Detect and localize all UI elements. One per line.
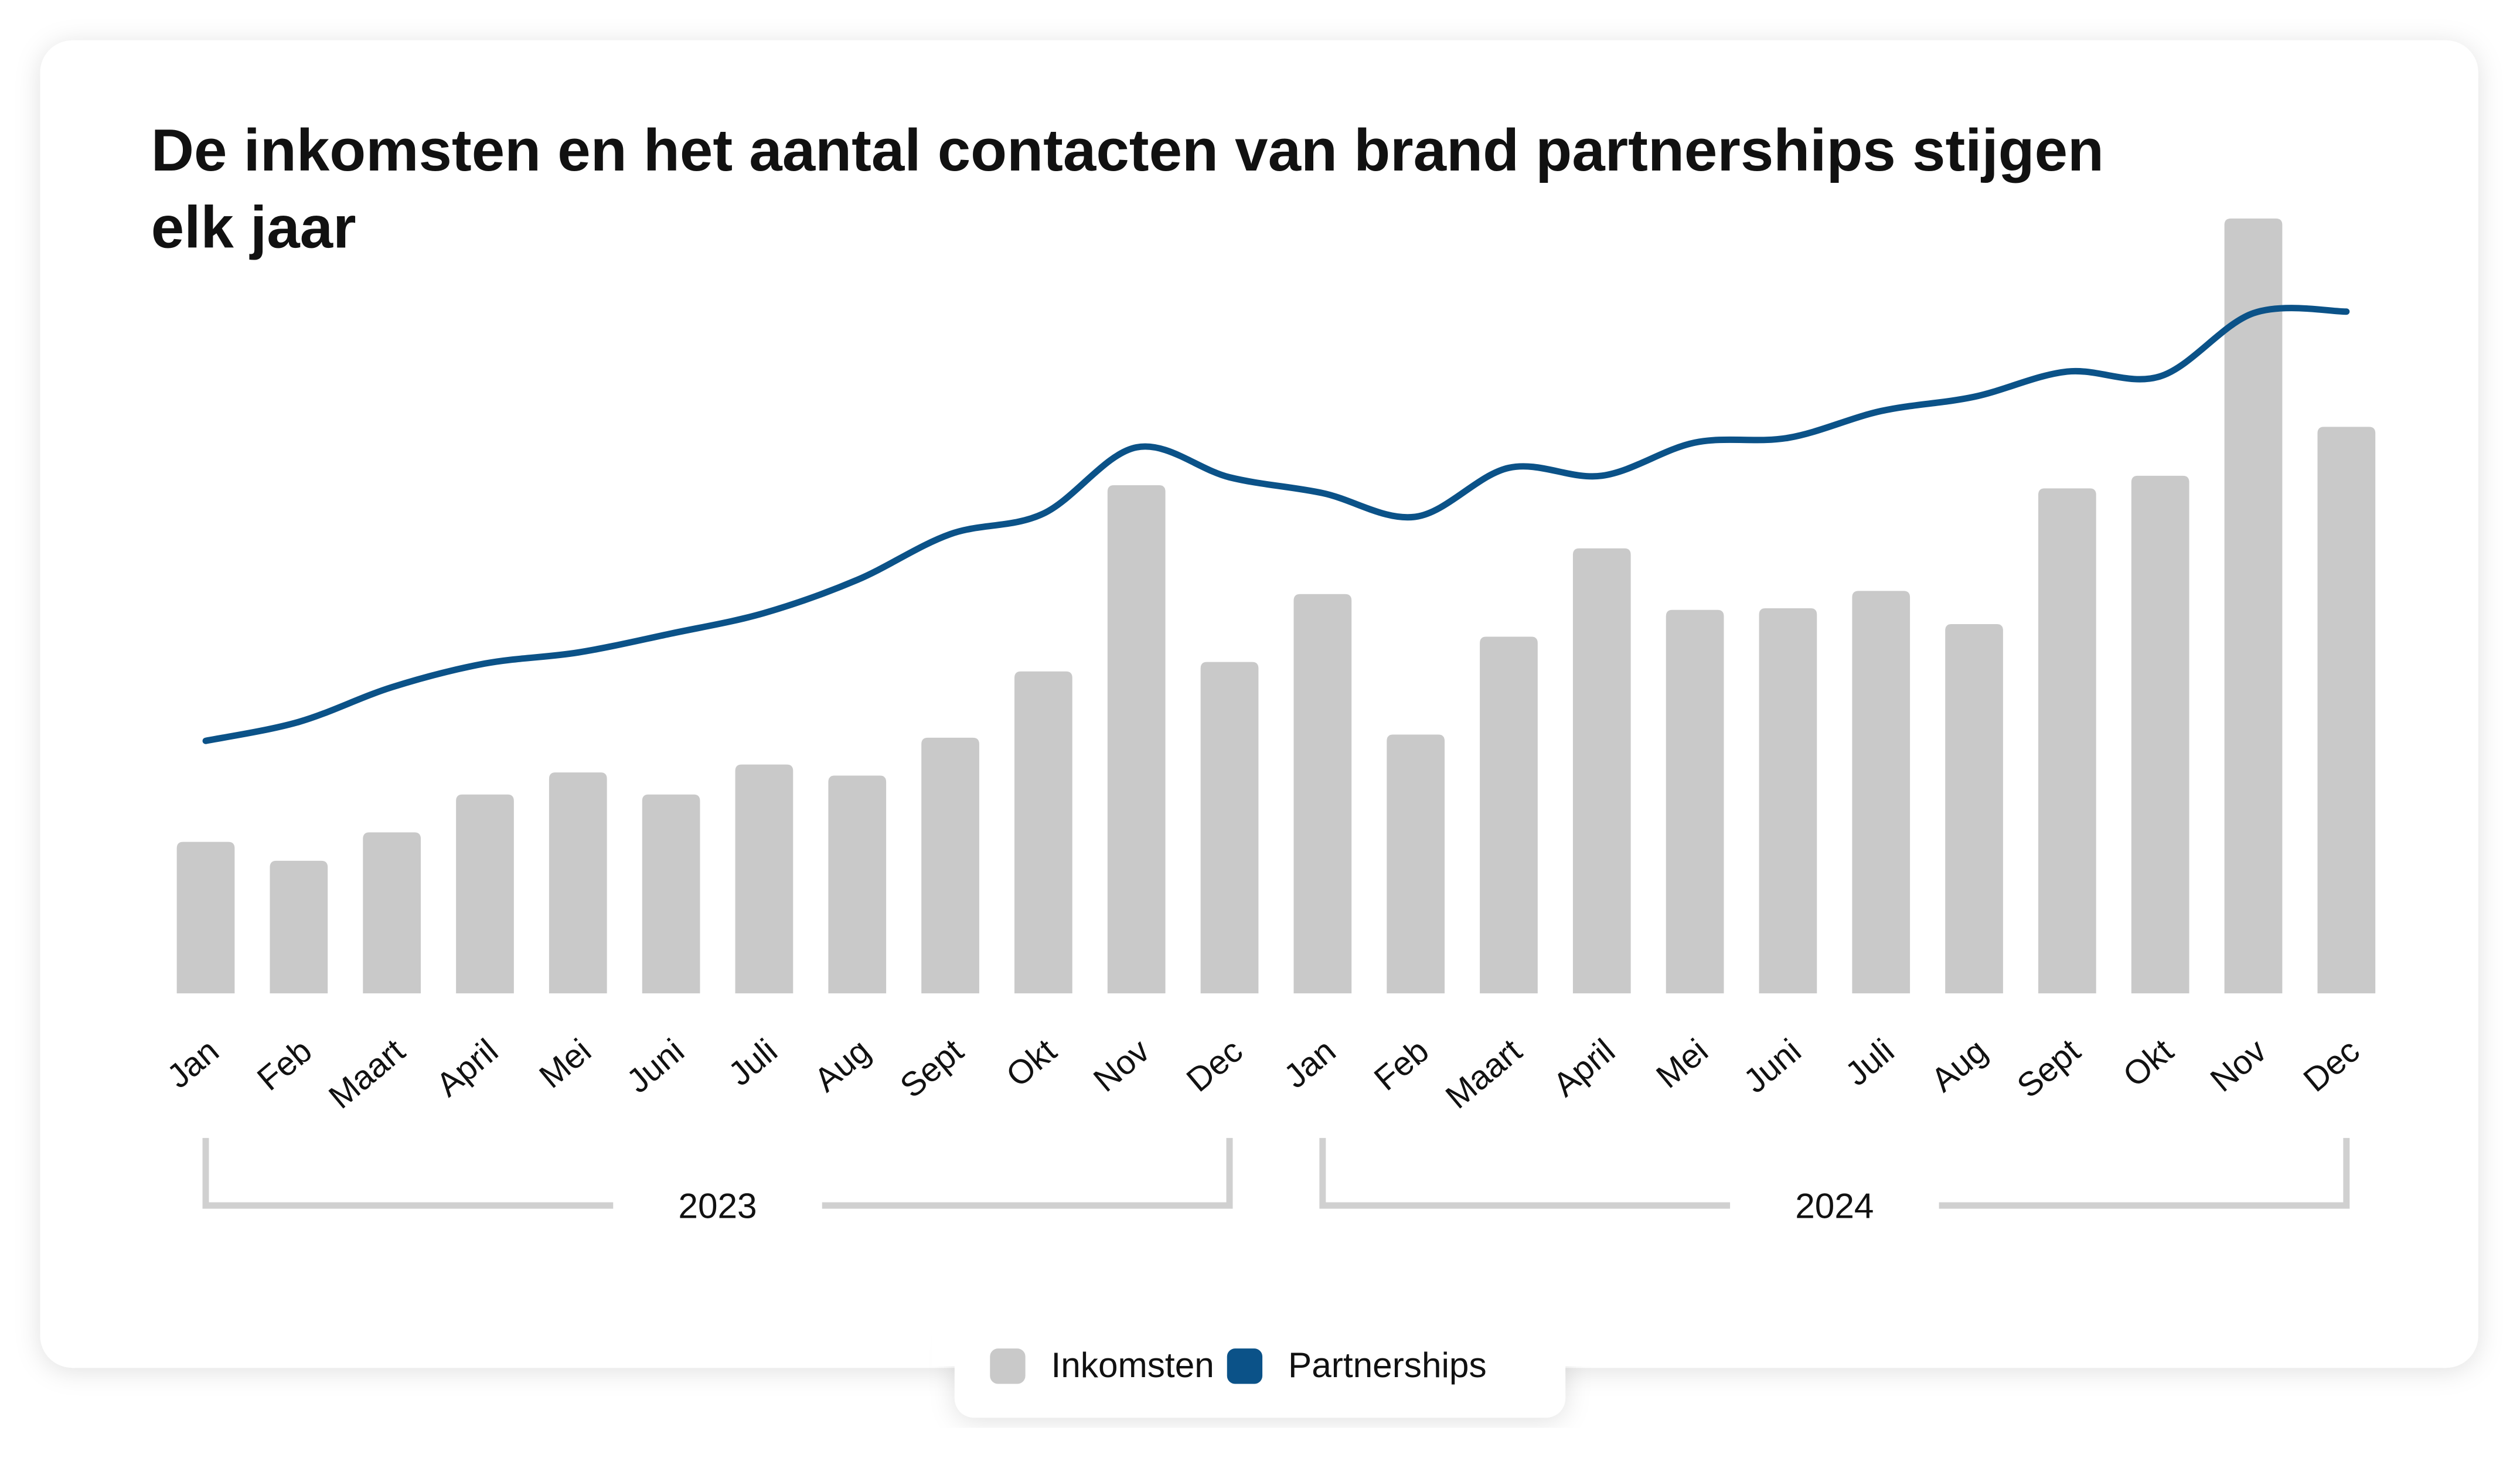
group-label: 2024: [1795, 1186, 1874, 1226]
legend-label: Partnerships: [1288, 1345, 1487, 1385]
bar: [735, 764, 794, 994]
card: [40, 40, 2478, 1368]
bar: [1014, 671, 1072, 994]
bar: [1572, 548, 1631, 994]
legend: Inkomsten Partnerships: [990, 1345, 1487, 1385]
bar: [1293, 594, 1352, 994]
bar: [1200, 662, 1259, 994]
group-label-bg: [613, 1181, 822, 1230]
legend-label: Inkomsten: [1051, 1345, 1214, 1385]
bar: [2317, 427, 2376, 994]
legend-swatch: [1227, 1348, 1263, 1384]
title-box: De inkomsten en het aantal contacten van…: [151, 117, 2104, 261]
bar: [921, 737, 979, 994]
bar: [363, 832, 421, 994]
bar: [1666, 609, 1724, 994]
line: [202, 305, 2350, 744]
bar: [828, 775, 887, 994]
bar: [176, 842, 235, 994]
bar: [456, 794, 514, 994]
bar: [2224, 218, 2283, 994]
group-label-bg: [1730, 1181, 1939, 1230]
bar: [1852, 591, 1911, 994]
chart-title: De inkomsten en het aantal contacten van…: [151, 117, 2104, 261]
bar: [270, 860, 328, 994]
bar: [1480, 636, 1538, 994]
bar: [2131, 475, 2189, 994]
bar: [1945, 624, 2003, 994]
bar: [2038, 488, 2096, 994]
bar: [1107, 485, 1166, 994]
group-label: 2023: [678, 1186, 757, 1226]
bar: [1759, 608, 1817, 994]
legend-swatch: [990, 1348, 1026, 1384]
bar: [1387, 734, 1445, 994]
bar: [642, 794, 700, 994]
bar: [549, 772, 607, 994]
